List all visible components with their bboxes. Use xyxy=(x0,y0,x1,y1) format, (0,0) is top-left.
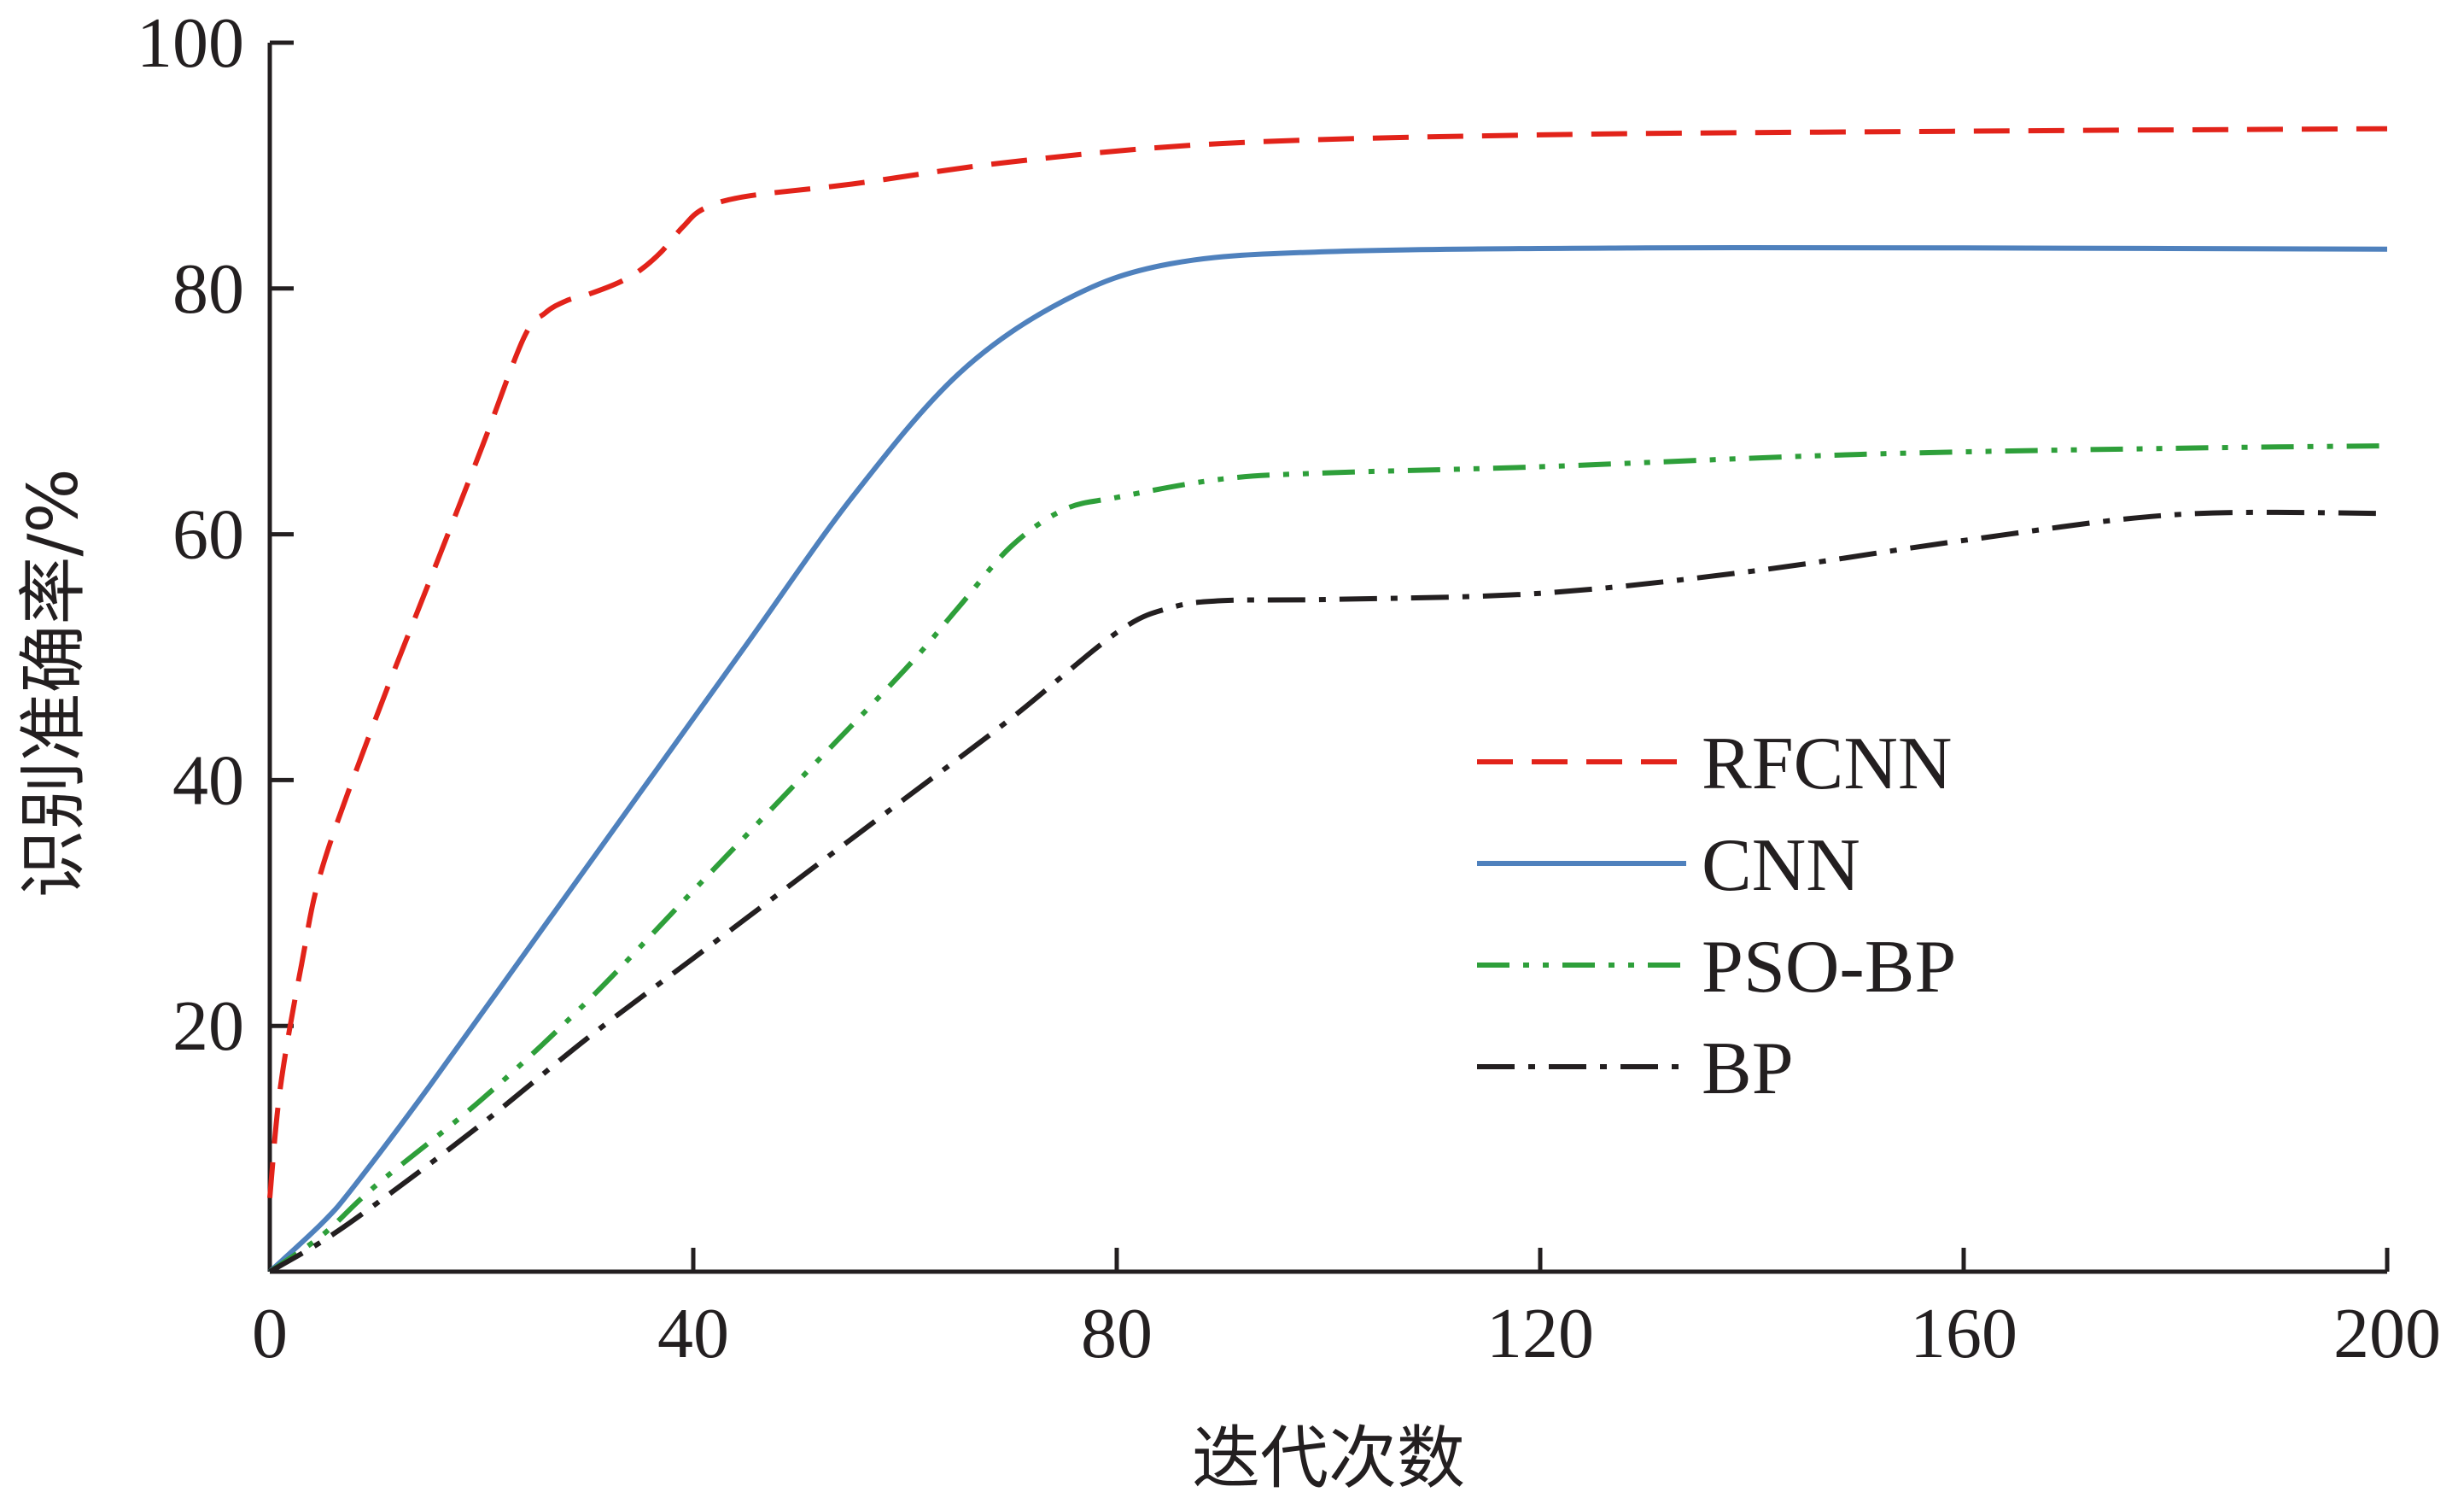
series-line-rfcnn xyxy=(267,126,2388,1198)
legend-label: CNN xyxy=(1702,824,1860,907)
legend: RFCNN CNN PSO-BP BP xyxy=(1477,723,1956,1110)
y-tick-label: 60 xyxy=(172,495,244,575)
x-tick-label: 120 xyxy=(1486,1294,1594,1373)
series-line-pso-bp xyxy=(268,443,2388,1274)
x-tick-label: 40 xyxy=(657,1294,729,1373)
series-layer xyxy=(267,126,2388,1274)
y-tick-label: 40 xyxy=(172,740,244,820)
y-tick-label: 100 xyxy=(137,3,244,83)
x-tick-label: 160 xyxy=(1910,1294,2017,1373)
x-tick-label: 0 xyxy=(252,1294,288,1373)
y-tick-label: 20 xyxy=(172,986,244,1066)
legend-label: RFCNN xyxy=(1702,723,1952,805)
ticks: 0 40 80 120 160 200 20 40 60 80 100 xyxy=(137,3,2441,1373)
y-tick-label: 80 xyxy=(172,249,244,329)
legend-item: PSO-BP xyxy=(1477,926,1956,1009)
axes xyxy=(267,43,2387,1274)
legend-label: BP xyxy=(1702,1027,1794,1110)
series-line-cnn xyxy=(267,244,2388,1274)
x-tick-label: 200 xyxy=(2333,1294,2441,1373)
series-line-bp xyxy=(268,509,2388,1274)
y-axis-title: 识别准确率/% xyxy=(14,469,93,898)
legend-item: RFCNN xyxy=(1477,723,1952,805)
x-axis-title: 迭代次数 xyxy=(1192,1419,1465,1498)
legend-item: BP xyxy=(1477,1027,1794,1110)
x-tick-label: 80 xyxy=(1081,1294,1153,1373)
legend-item: CNN xyxy=(1477,824,1860,907)
legend-label: PSO-BP xyxy=(1702,926,1956,1009)
